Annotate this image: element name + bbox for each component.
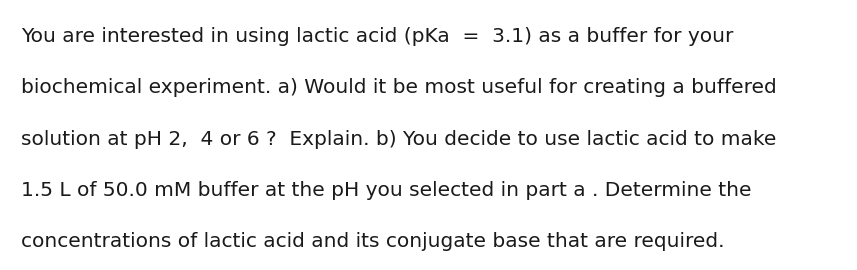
Text: biochemical experiment. a) Would it be most useful for creating a buffered: biochemical experiment. a) Would it be m… [21,78,777,97]
Text: You are interested in using lactic acid (pKa  =  3.1) as a buffer for your: You are interested in using lactic acid … [21,27,734,46]
Text: 1.5 L of 50.0 mM buffer at the pH you selected in part a . Determine the: 1.5 L of 50.0 mM buffer at the pH you se… [21,181,752,200]
Text: concentrations of lactic acid and its conjugate base that are required.: concentrations of lactic acid and its co… [21,232,725,251]
Text: solution at pH 2,  4 or 6 ?  Explain. b) You decide to use lactic acid to make: solution at pH 2, 4 or 6 ? Explain. b) Y… [21,130,776,148]
